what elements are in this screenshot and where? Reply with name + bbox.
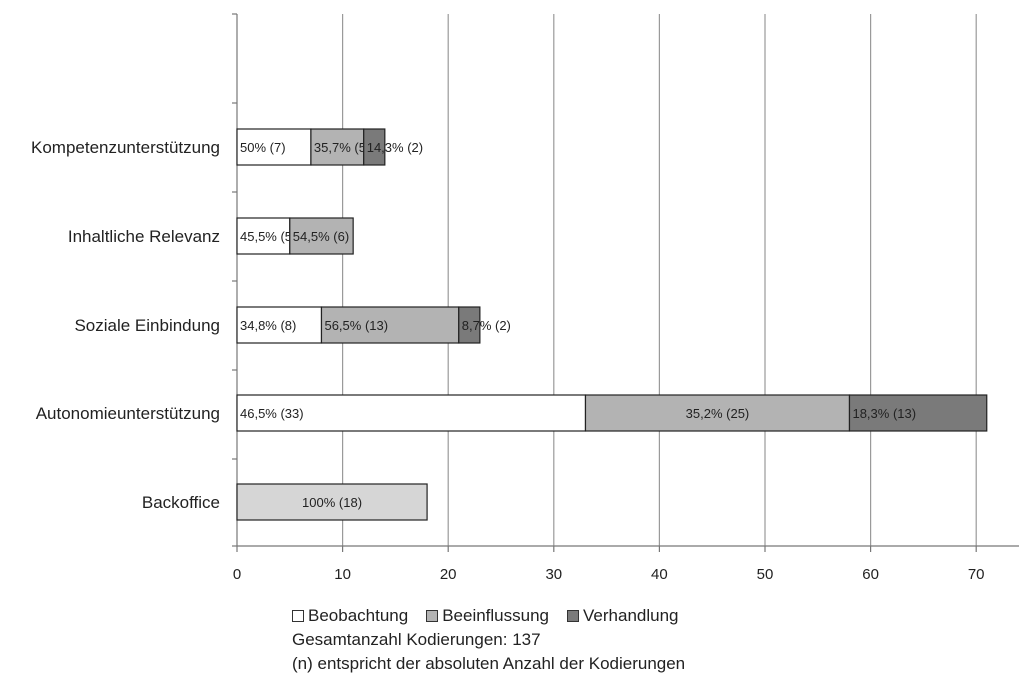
- category-label-4: Backoffice: [142, 493, 220, 512]
- bar-segment-2-0: [236, 306, 323, 344]
- legend-item-verhandlung: Verhandlung: [567, 604, 679, 628]
- data-label-2-1: 56,5% (13): [324, 318, 388, 333]
- data-label-3-2: 18,3% (13): [852, 406, 916, 421]
- chart-legend: Beobachtung Beeinflussung Verhandlung Ge…: [292, 604, 691, 676]
- data-label-4-3: 100% (18): [302, 495, 362, 510]
- data-label-3-0: 46,5% (33): [240, 406, 304, 421]
- x-tick-label-40: 40: [651, 566, 668, 583]
- x-tick-label-70: 70: [968, 566, 985, 583]
- category-label-0: Kompetenzunterstützung: [31, 138, 220, 157]
- bar-segment-2-2: [458, 306, 481, 344]
- x-tick-label-0: 0: [233, 566, 241, 583]
- bar-segment-3-1: [584, 394, 851, 432]
- category-label-1: Inhaltliche Relevanz: [68, 227, 220, 246]
- bar-segment-0-2: [363, 128, 386, 166]
- explanation-note: (n) entspricht der absoluten Anzahl der …: [292, 654, 686, 673]
- legend-item-beeinflussung: Beeinflussung: [426, 604, 549, 628]
- data-label-3-1: 35,2% (25): [686, 406, 750, 421]
- legend-row: Beobachtung Beeinflussung Verhandlung: [292, 604, 691, 628]
- data-label-0-0: 50% (7): [240, 140, 286, 155]
- data-label-0-2: 14,3% (2): [367, 140, 423, 155]
- stacked-bar-chart: 0 10 20 30 40 50 60 70 Kompetenzunterstützung Inh…: [31, 13, 1019, 583]
- data-label-2-2: 8,7% (2): [462, 318, 511, 333]
- legend-label-verhandlung: Verhandlung: [583, 606, 679, 625]
- category-label-2: Soziale Einbindung: [74, 316, 220, 335]
- bar-segment-0-1: [310, 128, 365, 166]
- legend-label-beobachtung: Beobachtung: [308, 606, 409, 625]
- data-label-0-1: 35,7% (5): [314, 140, 370, 155]
- data-label-1-0: 45,5% (5): [240, 229, 296, 244]
- x-tick-label-10: 10: [334, 566, 351, 583]
- category-label-3: Autonomieunterstützung: [36, 404, 220, 423]
- bar-segment-4-3: [236, 483, 428, 521]
- legend-label-beeinflussung: Beeinflussung: [442, 606, 550, 625]
- bar-segment-0-0: [236, 128, 312, 166]
- x-tick-label-30: 30: [545, 566, 562, 583]
- x-tick-label-50: 50: [757, 566, 774, 583]
- total-codings-note: Gesamtanzahl Kodierungen: 137: [292, 630, 541, 649]
- legend-swatch-verhandlung: [567, 610, 580, 622]
- data-label-2-0: 34,8% (8): [240, 318, 296, 333]
- data-label-1-1: 54,5% (6): [293, 229, 349, 244]
- legend-item-beobachtung: Beobachtung: [292, 604, 408, 628]
- bar-segment-3-2: [848, 394, 988, 432]
- bar-segment-3-0: [236, 394, 587, 432]
- bar-segment-1-1: [289, 217, 354, 255]
- x-tick-label-20: 20: [440, 566, 457, 583]
- x-tick-label-60: 60: [862, 566, 879, 583]
- legend-swatch-beeinflussung: [426, 610, 439, 622]
- legend-swatch-beobachtung: [292, 610, 304, 622]
- bar-segment-1-0: [236, 217, 291, 255]
